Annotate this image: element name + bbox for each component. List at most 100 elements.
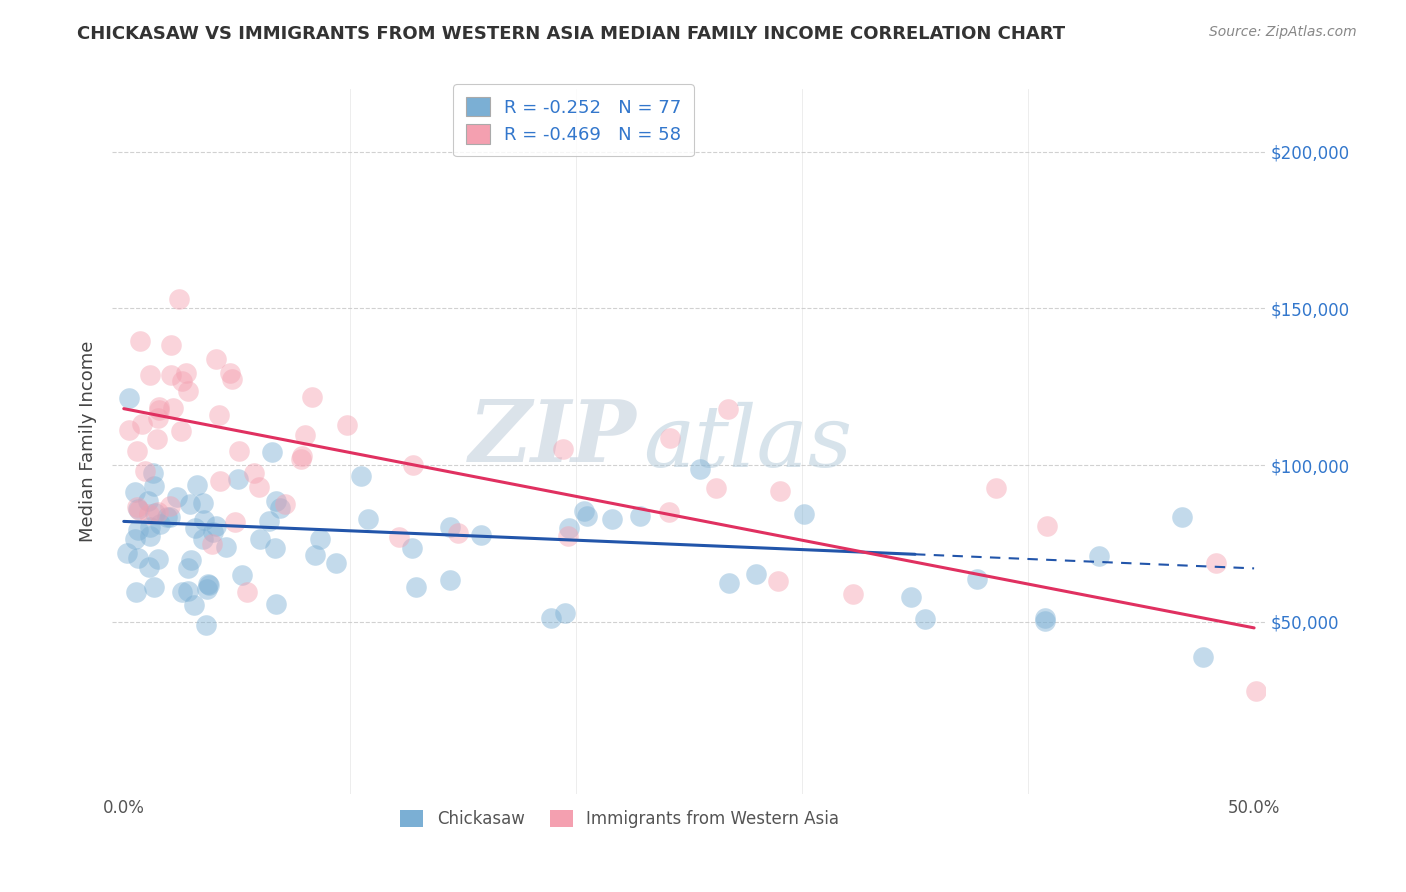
Point — [162, 401, 184, 415]
Point — [1033, 611, 1056, 625]
Point — [557, 529, 579, 543]
Point — [766, 574, 789, 588]
Point — [159, 510, 181, 524]
Point — [174, 366, 197, 380]
Point — [304, 548, 326, 562]
Point — [405, 580, 427, 594]
Point — [600, 511, 623, 525]
Point — [183, 598, 205, 612]
Point — [143, 506, 166, 520]
Point — [350, 468, 373, 483]
Point — [900, 590, 922, 604]
Point — [177, 583, 200, 598]
Point — [704, 482, 727, 496]
Point — [128, 503, 150, 517]
Point — [262, 445, 284, 459]
Point — [294, 428, 316, 442]
Point — [142, 467, 165, 481]
Point — [249, 532, 271, 546]
Point — [439, 573, 461, 587]
Point — [247, 480, 270, 494]
Point — [177, 561, 200, 575]
Point — [231, 568, 253, 582]
Point — [148, 400, 170, 414]
Text: CHICKASAW VS IMMIGRANTS FROM WESTERN ASIA MEDIAN FAMILY INCOME CORRELATION CHART: CHICKASAW VS IMMIGRANTS FROM WESTERN ASI… — [77, 25, 1066, 43]
Point — [179, 497, 201, 511]
Point — [264, 597, 287, 611]
Point — [136, 493, 159, 508]
Point — [139, 520, 162, 534]
Point — [207, 408, 229, 422]
Point — [201, 524, 224, 539]
Point — [204, 519, 226, 533]
Point — [228, 444, 250, 458]
Point — [273, 497, 295, 511]
Point — [127, 550, 149, 565]
Point — [1036, 518, 1059, 533]
Point — [309, 533, 332, 547]
Legend: Chickasaw, Immigrants from Western Asia: Chickasaw, Immigrants from Western Asia — [394, 804, 846, 835]
Point — [159, 499, 181, 513]
Point — [166, 491, 188, 505]
Point — [127, 502, 149, 516]
Point — [226, 472, 249, 486]
Point — [201, 537, 224, 551]
Point — [194, 618, 217, 632]
Point — [1192, 649, 1215, 664]
Point — [197, 578, 219, 592]
Point — [257, 514, 280, 528]
Point — [264, 494, 287, 508]
Point — [127, 444, 149, 458]
Point — [143, 580, 166, 594]
Text: Source: ZipAtlas.com: Source: ZipAtlas.com — [1209, 25, 1357, 39]
Point — [143, 478, 166, 492]
Point — [118, 423, 141, 437]
Point — [1171, 509, 1194, 524]
Point — [658, 505, 681, 519]
Point — [966, 572, 988, 586]
Point — [138, 529, 160, 543]
Point — [134, 464, 156, 478]
Y-axis label: Median Family Income: Median Family Income — [79, 341, 97, 542]
Point — [402, 458, 425, 472]
Point — [146, 552, 169, 566]
Point — [177, 384, 200, 398]
Point — [745, 567, 768, 582]
Point — [131, 417, 153, 432]
Point — [842, 587, 865, 601]
Point — [689, 462, 711, 476]
Point — [558, 521, 581, 535]
Point — [357, 512, 380, 526]
Point — [148, 402, 170, 417]
Point — [1244, 683, 1267, 698]
Point — [269, 501, 291, 516]
Point — [793, 507, 815, 521]
Point — [195, 582, 218, 596]
Text: ZIP: ZIP — [470, 396, 637, 480]
Point — [574, 504, 596, 518]
Point — [215, 541, 238, 555]
Point — [1286, 683, 1309, 698]
Point — [336, 418, 359, 433]
Point — [138, 559, 160, 574]
Point — [124, 532, 146, 546]
Point — [186, 478, 208, 492]
Point — [554, 606, 576, 620]
Point — [470, 528, 492, 542]
Point — [984, 482, 1007, 496]
Point — [1033, 614, 1056, 628]
Point — [224, 515, 246, 529]
Point — [115, 546, 138, 560]
Point — [914, 612, 936, 626]
Point — [149, 516, 172, 531]
Point — [127, 523, 149, 537]
Point — [769, 483, 792, 498]
Point — [540, 611, 562, 625]
Point — [576, 509, 599, 524]
Point — [439, 520, 461, 534]
Point — [659, 431, 682, 445]
Point — [204, 351, 226, 366]
Point — [125, 585, 148, 599]
Point — [208, 474, 231, 488]
Point — [236, 584, 259, 599]
